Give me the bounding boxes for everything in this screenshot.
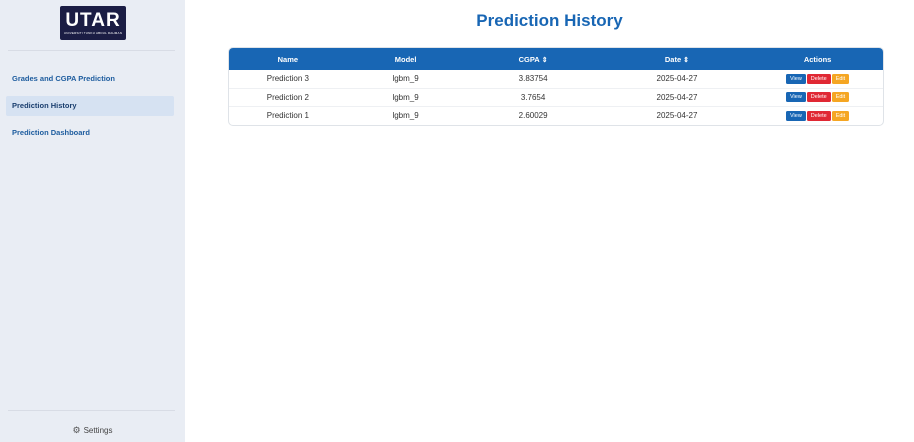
sidebar-item-prediction-history[interactable]: Prediction History [6, 96, 174, 116]
edit-button[interactable]: Edit [831, 92, 850, 102]
prediction-history-table: Name Model CGPA ⇕ Date ⇕ Actions Predictio… [228, 47, 884, 126]
page-title: Prediction History [476, 11, 623, 30]
cell-name: Prediction 2 [229, 88, 347, 107]
column-header-cgpa[interactable]: CGPA ⇕ [518, 54, 548, 64]
logo-subtext: UNIVERSITI TUNKU ABDUL RAHMAN [63, 31, 123, 35]
table-header-row: Name Model CGPA ⇕ Date ⇕ Actions [229, 48, 883, 70]
utar-logo[interactable]: UTAR UNIVERSITI TUNKU ABDUL RAHMAN [60, 6, 126, 40]
cell-date: 2025-04-27 [601, 70, 753, 89]
sort-icon[interactable]: ⇕ [541, 56, 548, 64]
view-button[interactable]: View [785, 110, 806, 121]
column-header-name: Name [277, 54, 299, 64]
cell-cgpa: 3.7654 [464, 88, 602, 107]
cell-model: lgbm_9 [346, 88, 465, 107]
view-button[interactable]: View [785, 92, 806, 102]
table-row: Prediction 1 lgbm_9 2.60029 2025-04-27 V… [229, 106, 883, 125]
gear-icon: ⚙ [72, 425, 81, 435]
delete-button[interactable]: Delete [806, 73, 831, 84]
settings-label: Settings [83, 426, 113, 435]
cell-name: Prediction 1 [266, 111, 309, 121]
cell-actions: View Delete Edit [752, 70, 883, 89]
view-button[interactable]: View [785, 73, 806, 84]
table-row: Prediction 3 lgbm_9 3.83754 2025-04-27 V… [229, 70, 883, 89]
sidebar-item-prediction-dashboard[interactable]: Prediction Dashboard [12, 128, 90, 137]
cell-model: lgbm_9 [346, 70, 465, 89]
cell-date: 2025-04-27 [601, 88, 753, 107]
sidebar-item-grades-cgpa-prediction[interactable]: Grades and CGPA Prediction [12, 74, 115, 83]
edit-button[interactable]: Edit [831, 110, 850, 121]
column-header-date[interactable]: Date ⇕ [664, 54, 690, 64]
sidebar-divider-bottom [8, 410, 175, 411]
cell-name: Prediction 3 [229, 70, 347, 89]
cell-actions: View Delete Edit [752, 88, 883, 107]
sidebar: UTAR UNIVERSITI TUNKU ABDUL RAHMAN Grade… [0, 0, 185, 442]
table-row: Prediction 2 lgbm_9 3.7654 2025-04-27 Vi… [229, 88, 883, 107]
sidebar-divider-top [8, 50, 175, 51]
cell-model: lgbm_9 [392, 111, 419, 121]
cell-cgpa: 2.60029 [518, 111, 548, 121]
sort-icon[interactable]: ⇕ [683, 56, 690, 64]
cell-date: 2025-04-27 [656, 111, 698, 121]
delete-button[interactable]: Delete [806, 92, 831, 102]
delete-button[interactable]: Delete [806, 110, 831, 121]
column-header-model: Model [394, 54, 417, 64]
logo-text: UTAR [65, 10, 121, 31]
edit-button[interactable]: Edit [831, 73, 850, 84]
cell-actions: View Delete Edit [752, 106, 883, 125]
column-header-actions: Actions [803, 54, 832, 64]
settings-button[interactable]: ⚙ Settings [0, 425, 185, 436]
cell-cgpa: 3.83754 [464, 70, 602, 89]
